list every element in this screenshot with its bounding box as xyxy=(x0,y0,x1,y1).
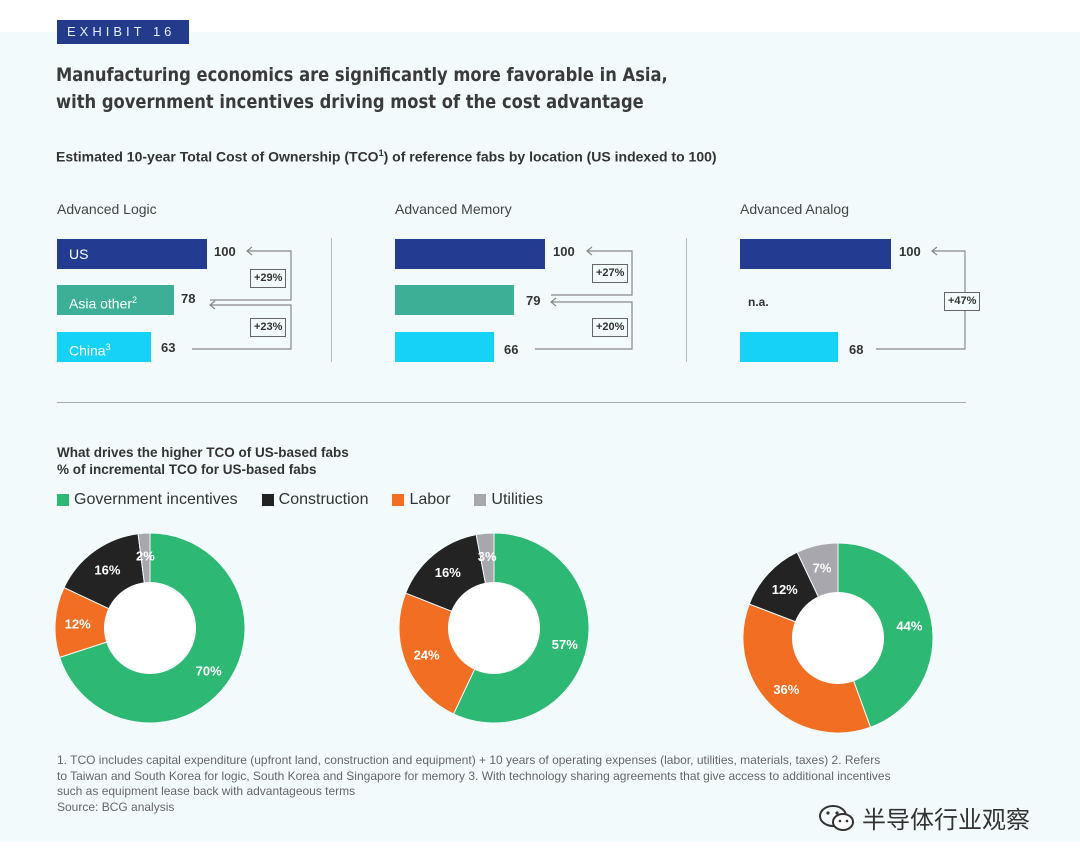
bracket-logic xyxy=(192,246,292,350)
arrow-head-icon xyxy=(931,246,938,256)
legend-swatch-government xyxy=(57,494,69,506)
donut-2-label-utilities: 3% xyxy=(478,549,497,564)
subtitle-footnote-ref: 1 xyxy=(378,148,384,158)
delta-logic-us-asia: +29% xyxy=(250,269,287,288)
legend-label-labor: Labor xyxy=(409,491,451,508)
exhibit-title: Manufacturing economics are significantl… xyxy=(56,62,668,116)
value-analog-asia-other: n.a. xyxy=(748,295,769,309)
donut-2-hole xyxy=(448,582,540,674)
bar-label-us: US xyxy=(57,239,88,269)
legend-label-utilities: Utilities xyxy=(491,491,543,508)
bar-memory-china xyxy=(395,332,494,362)
bar-analog-china xyxy=(740,332,838,362)
wechat-icon xyxy=(819,804,854,831)
title-line-2: with government incentives driving most … xyxy=(56,91,644,113)
value-memory-us: 100 xyxy=(553,244,575,259)
drivers-title: What drives the higher TCO of US-based f… xyxy=(57,445,349,460)
bracket-logic-asia-china xyxy=(192,304,292,350)
value-analog-china: 68 xyxy=(849,342,864,357)
group-title-analog: Advanced Analog xyxy=(740,201,849,217)
title-line-1: Manufacturing economics are significantl… xyxy=(56,64,668,86)
footnote-line-1: 1. TCO includes capital expenditure (upf… xyxy=(57,753,881,767)
value-logic-china: 63 xyxy=(161,340,176,355)
donut-1-label-government: 70% xyxy=(196,664,222,679)
bar-label-china: China3 xyxy=(57,332,111,366)
footnote-line-3: such as equipment lease back with advant… xyxy=(57,784,356,798)
donut-3-label-construction: 12% xyxy=(772,582,798,597)
exhibit-label: EXHIBIT 16 xyxy=(57,20,189,44)
bar-label-asia-other-sup: 2 xyxy=(132,295,138,305)
donut-2-label-construction: 16% xyxy=(435,565,461,580)
legend-item-utilities: Utilities xyxy=(474,491,543,509)
delta-analog-us-china: +47% xyxy=(944,292,981,311)
delta-memory-asia-china: +20% xyxy=(592,318,629,337)
donut-3-slice-government xyxy=(837,542,934,728)
value-memory-china: 66 xyxy=(504,342,519,357)
donut-3-hole xyxy=(792,592,884,684)
subtitle-post: ) of reference fabs by location (US inde… xyxy=(383,148,717,165)
footnotes: 1. TCO includes capital expenditure (upf… xyxy=(57,753,1047,815)
donut-1-label-labor: 12% xyxy=(65,616,91,631)
pie-legend: Government incentives Construction Labor… xyxy=(57,491,567,509)
donut-1-hole xyxy=(104,582,196,674)
legend-item-government: Government incentives xyxy=(57,491,238,509)
bar-logic-asia-other xyxy=(57,285,174,315)
bar-label-asia-other-text: Asia other xyxy=(69,295,133,312)
bar-label-china-sup: 3 xyxy=(105,342,111,352)
bar-analog-us xyxy=(740,239,891,269)
bracket-logic-us-asia xyxy=(210,250,292,301)
arrow-head-icon xyxy=(550,297,557,307)
legend-item-construction: Construction xyxy=(261,491,369,509)
drivers-subtitle: % of incremental TCO for US-based fabs xyxy=(57,462,317,477)
donut-3-label-utilities: 7% xyxy=(813,560,832,575)
value-analog-us: 100 xyxy=(899,244,921,259)
legend-label-construction: Construction xyxy=(278,491,369,508)
group-divider xyxy=(686,238,687,362)
bar-logic-us xyxy=(57,239,207,269)
bar-label-china-text: China xyxy=(69,342,106,359)
donut-2-label-government: 57% xyxy=(552,637,578,652)
chart-subtitle: Estimated 10-year Total Cost of Ownershi… xyxy=(56,148,717,165)
value-logic-us: 100 xyxy=(214,244,236,259)
arrow-head-icon xyxy=(586,246,593,256)
group-divider xyxy=(331,238,332,362)
bar-label-us-text: US xyxy=(69,246,89,262)
group-title-memory: Advanced Memory xyxy=(395,201,512,217)
legend-item-labor: Labor xyxy=(392,491,450,509)
donut-3-label-labor: 36% xyxy=(773,682,799,697)
legend-label-government: Government incentives xyxy=(74,491,238,508)
value-logic-asia-other: 78 xyxy=(181,291,196,306)
watermark: 半导体行业观察 xyxy=(818,800,1030,835)
delta-memory-us-asia: +27% xyxy=(592,264,629,283)
source-note: Source: BCG analysis xyxy=(57,799,175,814)
footnote-line-2: to Taiwan and South Korea for logic, Sou… xyxy=(57,768,891,783)
donut-3-label-government: 44% xyxy=(896,618,922,633)
legend-swatch-construction xyxy=(261,494,274,506)
donut-2-label-labor: 24% xyxy=(414,648,440,663)
group-title-logic: Advanced Logic xyxy=(57,201,157,217)
arrow-head-icon xyxy=(209,300,216,310)
legend-swatch-labor xyxy=(392,494,405,506)
donut-1-label-construction: 16% xyxy=(94,562,120,577)
donut-1-slice-labor xyxy=(54,586,152,658)
delta-logic-asia-china: +23% xyxy=(250,318,287,337)
bracket-memory xyxy=(535,246,633,350)
bracket-memory-asia-china xyxy=(535,301,633,350)
bar-memory-us xyxy=(395,239,545,269)
bar-logic-china xyxy=(57,332,151,362)
legend-swatch-utilities xyxy=(474,494,487,506)
section-divider xyxy=(57,402,966,403)
bar-label-asia-other: Asia other2 xyxy=(57,285,137,319)
bracket-memory-us-asia xyxy=(551,250,633,296)
bar-memory-asia-other xyxy=(395,285,514,315)
watermark-text: 半导体行业观察 xyxy=(862,807,1030,834)
subtitle-pre: Estimated 10-year Total Cost of Ownershi… xyxy=(56,148,379,165)
donut-1-label-utilities: 2% xyxy=(136,549,155,564)
value-memory-asia-other: 79 xyxy=(526,293,541,308)
arrow-head-icon xyxy=(246,246,253,256)
